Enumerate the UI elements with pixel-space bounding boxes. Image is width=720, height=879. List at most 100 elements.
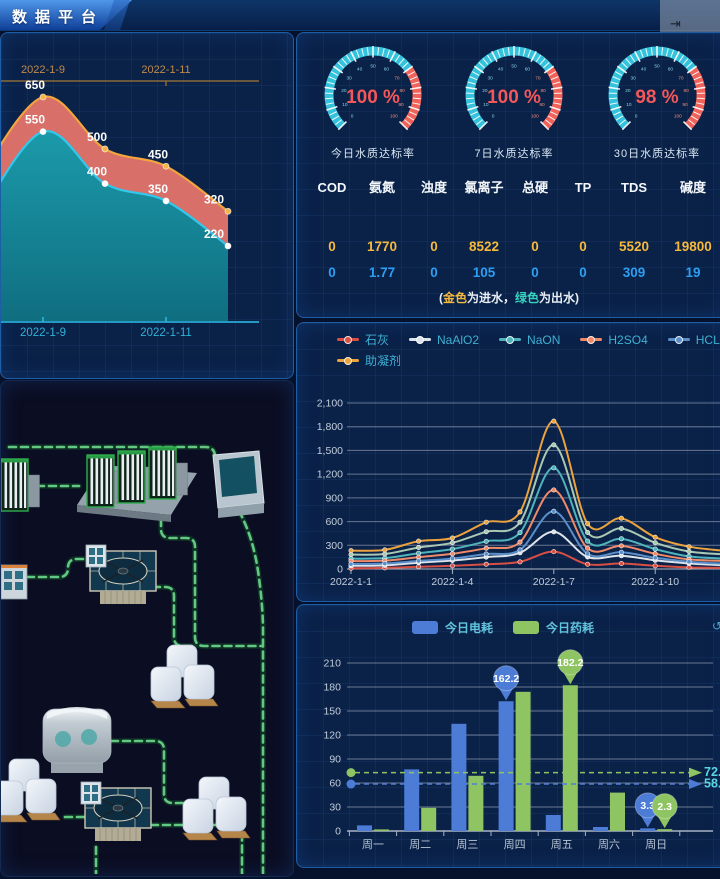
- legend-item-今日电耗[interactable]: 今日电耗: [412, 619, 493, 636]
- svg-text:30: 30: [487, 75, 493, 81]
- svg-text:60: 60: [525, 67, 531, 73]
- table-cell: 1770: [355, 239, 409, 255]
- svg-text:350: 350: [148, 182, 168, 196]
- svg-text:70: 70: [678, 75, 684, 81]
- legend-item-石灰[interactable]: 石灰: [337, 331, 389, 348]
- svg-text:180: 180: [323, 682, 341, 694]
- svg-text:40: 40: [357, 67, 363, 73]
- table-cell: TP: [561, 181, 605, 196]
- svg-text:2022-1-4: 2022-1-4: [431, 576, 473, 588]
- svg-text:900: 900: [325, 492, 343, 504]
- panel-chemical-dosing: 石灰NaAlO2NaONH2SO4HCLNaCLO 助凝剂 0300600900…: [296, 322, 720, 602]
- svg-text:0: 0: [337, 564, 343, 576]
- svg-text:600: 600: [325, 516, 343, 528]
- collection-basin: [213, 451, 264, 518]
- table-cell: 0: [561, 239, 605, 255]
- svg-text:周二: 周二: [409, 838, 431, 851]
- svg-text:20: 20: [625, 88, 631, 94]
- svg-text:30: 30: [329, 802, 341, 814]
- svg-text:500: 500: [87, 130, 107, 144]
- legend-item-NaON[interactable]: NaON: [499, 333, 560, 347]
- clarifier-2: [81, 782, 151, 841]
- table-cell: 总硬: [509, 181, 561, 196]
- membrane-rack-left: [1, 459, 40, 511]
- svg-text:100: 100: [531, 114, 539, 120]
- table-cell: 浊度: [409, 181, 459, 196]
- svg-text:周一: 周一: [362, 838, 384, 851]
- legend-item-今日药耗[interactable]: 今日药耗: [513, 619, 594, 636]
- svg-text:98 %: 98 %: [635, 87, 678, 108]
- svg-text:2022-1-1: 2022-1-1: [330, 576, 372, 588]
- table-cell: 5520: [605, 239, 663, 255]
- panel-plant-3d: [0, 380, 294, 877]
- dosing-legend-row1: 石灰NaAlO2NaONH2SO4HCLNaCLO: [337, 331, 720, 348]
- svg-text:30: 30: [630, 75, 636, 81]
- table-cell: 0: [409, 239, 459, 255]
- svg-text:周五: 周五: [551, 838, 573, 851]
- table-color-note: (金色为进水，绿色为出水): [302, 289, 716, 306]
- svg-text:90: 90: [329, 754, 341, 766]
- table-cell: COD: [309, 181, 355, 196]
- table-cell: 0: [309, 239, 355, 255]
- svg-text:0: 0: [635, 114, 638, 120]
- svg-text:周四: 周四: [504, 838, 526, 851]
- svg-text:162.2: 162.2: [493, 673, 519, 685]
- svg-text:100 %: 100 %: [346, 87, 400, 108]
- svg-text:2.3: 2.3: [657, 801, 672, 813]
- table-cell: 309: [605, 265, 663, 281]
- svg-text:80: 80: [683, 88, 689, 94]
- svg-text:90: 90: [682, 102, 688, 108]
- svg-text:320: 320: [204, 192, 224, 206]
- collapse-icon[interactable]: ⇥: [670, 16, 681, 32]
- legend-item-助凝剂[interactable]: 助凝剂: [337, 352, 401, 369]
- table-cell: 0: [561, 265, 605, 281]
- gauge-today-label: 今日水质达标率: [309, 145, 437, 161]
- toolbox-restore-icon[interactable]: ↺: [712, 619, 720, 633]
- svg-text:100: 100: [390, 114, 398, 120]
- table-cell: 碱度: [663, 181, 720, 196]
- svg-text:周三: 周三: [456, 838, 478, 851]
- legend-item-NaAlO2[interactable]: NaAlO2: [409, 333, 479, 347]
- svg-text:周六: 周六: [598, 838, 620, 851]
- gauge-7day-label: 7日水质达标率: [450, 145, 578, 161]
- table-cell: 0: [309, 265, 355, 281]
- table-cell: 105: [459, 265, 509, 281]
- svg-text:58.74: 58.74: [704, 777, 720, 791]
- membrane-rack-main: [77, 447, 197, 522]
- svg-text:210: 210: [323, 658, 341, 670]
- svg-text:120: 120: [323, 730, 341, 742]
- svg-text:30: 30: [346, 75, 352, 81]
- svg-text:70: 70: [394, 75, 400, 81]
- table-cell: 氯离子: [459, 181, 509, 196]
- svg-text:周日: 周日: [645, 838, 667, 851]
- legend-item-H2SO4[interactable]: H2SO4: [580, 333, 647, 347]
- svg-text:100: 100: [674, 114, 682, 120]
- svg-text:2022-1-11: 2022-1-11: [141, 64, 190, 76]
- legend-item-HCL[interactable]: HCL: [668, 333, 720, 347]
- svg-text:150: 150: [323, 706, 341, 718]
- svg-text:40: 40: [641, 67, 647, 73]
- table-cell: 19: [663, 265, 720, 281]
- svg-text:650: 650: [25, 78, 45, 92]
- table-cell: TDS: [605, 181, 663, 196]
- svg-text:2,100: 2,100: [317, 398, 343, 410]
- table-cell: 19800: [663, 239, 720, 255]
- svg-text:300: 300: [325, 540, 343, 552]
- dosing-cabinet: [1, 565, 27, 599]
- svg-text:550: 550: [25, 113, 45, 127]
- svg-text:50: 50: [511, 63, 517, 69]
- table-cell: 0: [509, 239, 561, 255]
- svg-text:182.2: 182.2: [557, 657, 583, 669]
- svg-text:220: 220: [204, 227, 224, 241]
- svg-text:70: 70: [535, 75, 541, 81]
- svg-text:1,500: 1,500: [317, 445, 343, 457]
- page-title: 数据平台: [12, 6, 104, 27]
- table-cell: 氨氮: [355, 181, 409, 196]
- svg-text:2022-1-10: 2022-1-10: [631, 576, 679, 588]
- svg-text:80: 80: [540, 88, 546, 94]
